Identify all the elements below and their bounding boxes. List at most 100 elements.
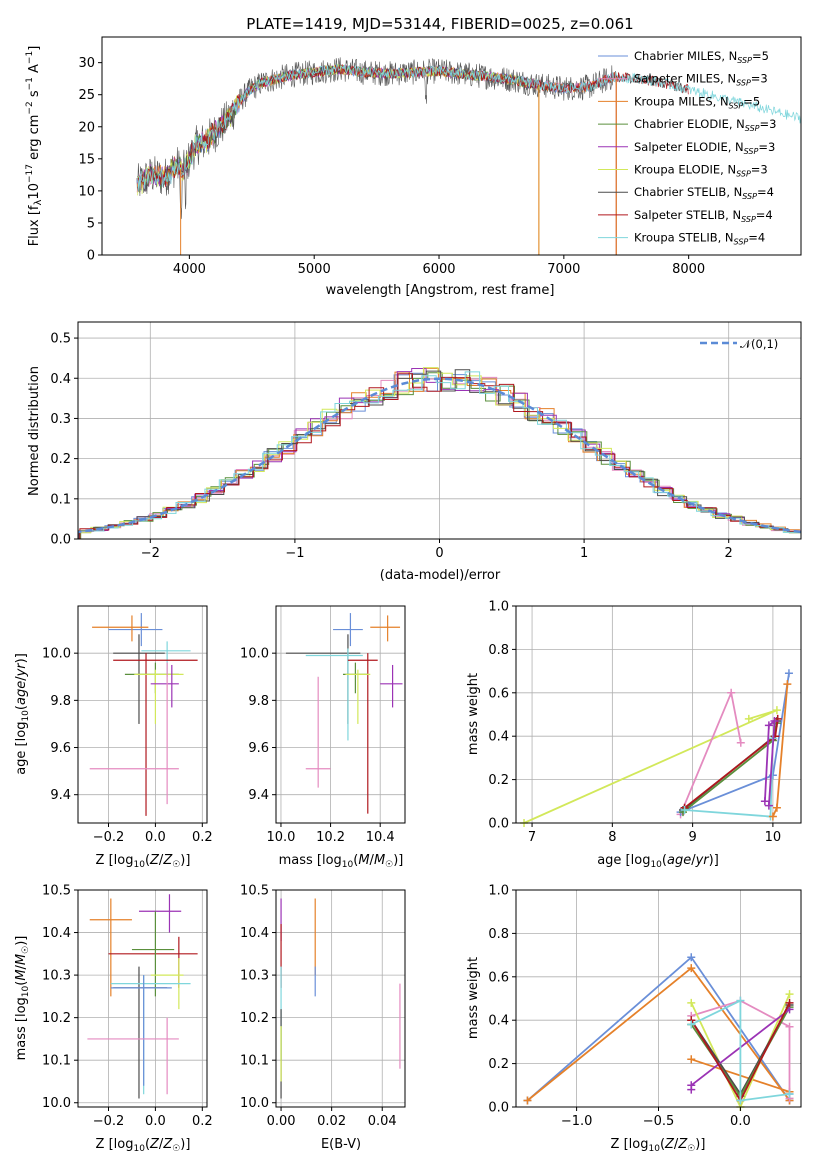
x-tick-label: 7 <box>528 830 536 845</box>
mass-vs-ebv-frame <box>275 889 406 1108</box>
y-tick-label: 0.4 <box>50 372 71 387</box>
x-tick-label: 9 <box>688 830 696 845</box>
mass-weight-vs-age-xlabel: age [log10(age/yr)] <box>597 853 719 870</box>
x-tick-label: 8000 <box>672 262 705 277</box>
x-tick-label: 0 <box>435 546 443 561</box>
normal-legend-label: 𝒩(0,1) <box>740 337 778 351</box>
weight-series <box>687 996 794 1105</box>
y-tick-label: 20 <box>78 120 95 135</box>
mass-weight-vs-z-plot-area <box>516 889 801 1111</box>
age-vs-mass-plot-area <box>276 606 405 823</box>
y-tick-label: 10.2 <box>42 1011 71 1026</box>
x-tick-label: −1 <box>285 546 304 561</box>
error-bar-point <box>380 664 403 708</box>
error-bar-point <box>113 653 198 816</box>
weight-marker <box>764 721 773 730</box>
y-tick-label: 9.4 <box>248 788 269 803</box>
spectrum-legend: Chabrier MILES, NSSP=5 Salpeter MILES, NS… <box>598 49 776 247</box>
weight-line <box>679 689 742 815</box>
error-bar-point <box>305 676 331 788</box>
error-bar-point <box>305 648 363 741</box>
mass-weight-vs-age-axes: 7 8 9 10 0.0 0.2 0.4 0.6 0.8 1.0 <box>488 600 781 846</box>
model-spectrum-line <box>137 63 539 196</box>
weight-series <box>687 1005 794 1094</box>
x-tick-label: 5000 <box>298 262 331 277</box>
spectrum-title: PLATE=1419, MJD=53144, FIBERID=0025, z=0… <box>246 15 633 33</box>
weight-line <box>764 719 776 806</box>
weight-marker <box>727 688 736 697</box>
residual-xlabel: (data-model)/error <box>380 568 501 583</box>
mass-vs-ebv-xlabel: E(B-V) <box>321 1137 361 1152</box>
residual-plot-area <box>78 322 801 539</box>
y-tick-label: 10.3 <box>42 969 71 984</box>
error-bar-point <box>333 613 363 647</box>
y-tick-label: 10.4 <box>42 926 71 941</box>
mass-vs-ebv-axes: 0.00 0.02 0.04 10.0 10.1 10.2 10.3 10.4 10.5 <box>240 884 397 1130</box>
weight-series <box>676 669 793 817</box>
error-bar-point <box>150 664 179 708</box>
mass-weight-vs-z-axes: −1.0 −0.5 0.0 0.0 0.2 0.4 0.6 0.8 1.0 <box>488 884 750 1130</box>
y-tick-label: 1.0 <box>488 884 509 899</box>
error-bar-point <box>131 911 175 997</box>
weight-marker <box>744 714 753 723</box>
error-bar-point <box>113 966 168 1099</box>
weight-marker <box>768 812 777 821</box>
x-tick-label: 0.0 <box>145 1114 166 1129</box>
age-vs-z-panel: −0.2 0.0 0.29.49.69.810.0 Z [log10(Z/Z☉)] … <box>14 605 213 870</box>
y-tick-label: 0.2 <box>50 452 71 467</box>
y-tick-label: 9.8 <box>50 694 71 709</box>
x-tick-label: 10 <box>765 830 782 845</box>
error-bar-point <box>138 894 182 933</box>
x-tick-label: 10.0 <box>266 830 295 845</box>
error-bar-point <box>87 1017 179 1095</box>
x-tick-label: 7000 <box>547 262 580 277</box>
residual-ylabel: Normed distribution <box>27 366 42 496</box>
y-tick-label: 1.0 <box>488 600 509 615</box>
legend-entry: Salpeter STELIB, NSSP=4 <box>634 208 773 224</box>
mass-weight-vs-age-panel: 7 8 9 10 0.0 0.2 0.4 0.6 0.8 1.0 age [log10(age/y… <box>466 600 802 870</box>
y-tick-label: 0.1 <box>50 492 71 507</box>
residual-panel: −2 −1 0 1 2 0.0 0.1 0.2 0.3 0.4 0.5 (data-model)/e… <box>27 321 802 583</box>
mass-weight-vs-age-plot-area <box>516 605 801 827</box>
y-tick-label: 25 <box>78 88 95 103</box>
mass-vs-z-ylabel: mass [log10(M/M☉)] <box>14 936 31 1061</box>
weight-series <box>760 717 779 810</box>
weight-marker <box>736 996 745 1005</box>
x-tick-label: 6000 <box>422 262 455 277</box>
weight-line <box>691 999 791 1099</box>
error-bar-point <box>345 669 371 724</box>
y-tick-label: 10.4 <box>240 926 269 941</box>
weight-marker <box>772 706 781 715</box>
error-bar-point <box>113 634 165 724</box>
weight-marker <box>784 669 793 678</box>
error-bar-point <box>89 898 132 997</box>
mass-vs-ebv-plot-area <box>276 889 405 1107</box>
weight-marker <box>687 1020 696 1029</box>
weight-marker <box>785 1022 794 1031</box>
mass-weight-vs-z-panel: −1.0 −0.5 0.0 0.0 0.2 0.4 0.6 0.8 1.0 Z [log10(Z… <box>466 884 802 1154</box>
error-bar-point <box>285 634 361 724</box>
spectrum-frame <box>101 36 802 256</box>
spectrum-axes: 4000 5000 6000 7000 8000 0 5 10 15 20 25 30 <box>78 56 705 277</box>
residual-histogram <box>79 373 801 539</box>
y-tick-label: 10 <box>78 184 95 199</box>
legend-entry: Salpeter MILES, NSSP=3 <box>634 72 768 88</box>
x-tick-label: 0.0 <box>730 1114 751 1129</box>
weight-marker <box>687 953 696 962</box>
mass-vs-z-panel: −0.2 0.0 0.2 10.0 10.1 10.2 10.3 10.4 10.5 Z [lo… <box>14 884 213 1155</box>
x-tick-label: −0.2 <box>93 1114 125 1129</box>
weight-line <box>682 720 778 811</box>
y-tick-label: 10.0 <box>42 1096 71 1111</box>
mass-weight-vs-z-xlabel: Z [log10(Z/Z☉)] <box>611 1137 706 1154</box>
x-tick-label: 0.04 <box>368 1114 397 1129</box>
y-tick-label: 10.3 <box>240 969 269 984</box>
x-tick-label: 0.2 <box>192 1114 213 1129</box>
residual-histogram <box>78 368 801 539</box>
y-tick-label: 10.5 <box>240 884 269 899</box>
x-tick-label: 0.00 <box>267 1114 296 1129</box>
y-tick-label: 10.1 <box>240 1054 269 1069</box>
weight-line <box>772 684 789 817</box>
weight-series <box>768 680 792 821</box>
x-tick-label: −0.2 <box>93 830 125 845</box>
